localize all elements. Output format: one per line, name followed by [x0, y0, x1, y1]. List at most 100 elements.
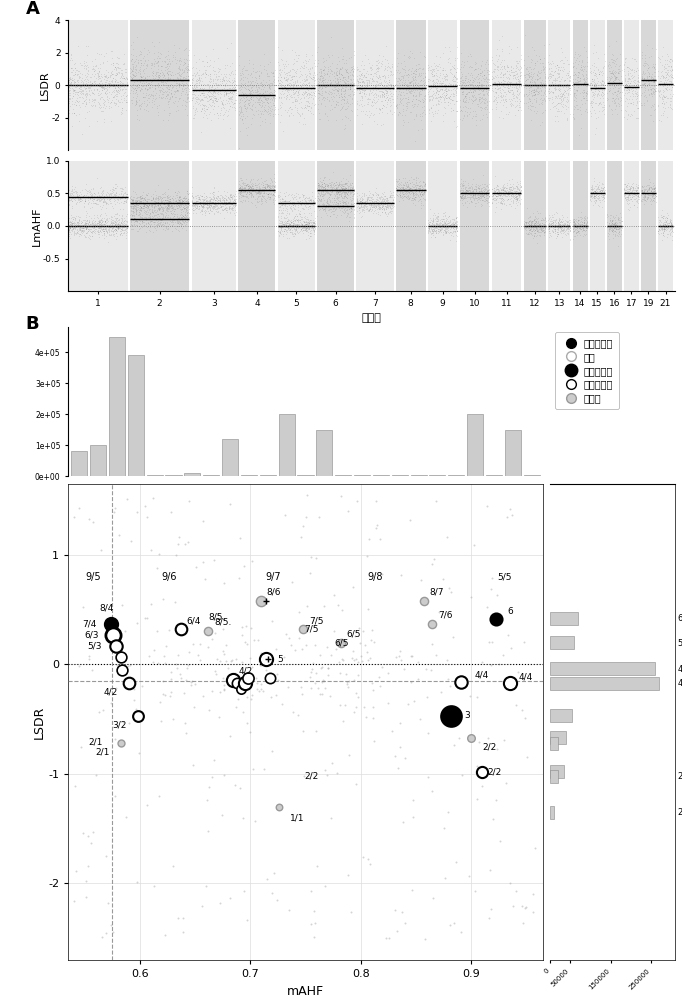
Point: [364, 192, 375, 208]
Point: [140, 210, 151, 226]
Point: [368, 205, 379, 221]
Point: [515, 70, 526, 86]
Point: [65, 187, 76, 203]
Point: [338, 180, 349, 196]
Point: [391, 173, 402, 189]
Point: [640, 189, 651, 205]
Point: [323, 112, 333, 128]
Point: [147, 190, 158, 206]
Point: [70, 66, 80, 82]
Point: [658, 217, 669, 233]
Point: [370, 79, 381, 95]
Point: [625, 62, 636, 78]
Point: [535, 218, 546, 234]
Point: [552, 95, 563, 111]
Point: [197, 199, 208, 215]
Point: [316, 660, 327, 676]
Point: [657, 227, 668, 243]
Point: [473, 98, 484, 114]
Point: [339, 184, 350, 200]
Point: [342, 185, 353, 201]
Point: [326, 183, 337, 199]
Point: [117, 188, 128, 204]
Point: [100, 213, 110, 229]
Point: [127, 80, 138, 96]
Point: [596, 183, 607, 199]
Point: [507, 184, 518, 200]
Point: [561, 79, 572, 95]
Point: [70, 62, 81, 78]
Point: [127, 192, 138, 208]
Point: [153, 202, 164, 218]
Point: [619, 180, 629, 196]
Point: [157, 81, 168, 97]
Point: [207, 88, 218, 104]
Point: [462, 80, 473, 96]
Point: [506, 179, 517, 195]
Point: [73, 84, 84, 100]
Point: [119, 84, 130, 100]
Point: [653, 223, 664, 239]
Point: [81, 185, 92, 201]
Point: [508, 183, 519, 199]
Point: [345, 201, 356, 217]
Point: [590, 83, 601, 99]
Point: [431, 220, 442, 236]
Point: [599, 190, 610, 206]
Point: [480, 70, 491, 86]
Point: [575, 92, 586, 108]
Point: [516, 182, 527, 198]
Point: [363, 601, 374, 617]
Point: [96, 929, 107, 945]
Point: [149, 67, 160, 83]
Point: [665, 58, 676, 74]
Point: [104, 182, 115, 198]
Point: [278, 80, 288, 96]
Point: [428, 68, 439, 84]
Point: [286, 186, 297, 202]
Point: [546, 66, 557, 82]
Point: [334, 178, 345, 194]
Point: [226, 189, 237, 205]
Point: [577, 66, 588, 82]
Point: [243, 52, 254, 68]
Point: [226, 91, 237, 107]
Point: [667, 61, 678, 77]
Point: [167, 206, 178, 222]
Point: [269, 187, 280, 203]
Point: [408, 185, 419, 201]
Point: [415, 711, 426, 727]
Point: [273, 218, 284, 234]
Point: [372, 60, 383, 76]
Point: [294, 95, 305, 111]
Point: [667, 217, 678, 233]
Point: [524, 213, 535, 229]
Point: [255, 74, 266, 90]
Point: [662, 79, 672, 95]
Point: [134, 202, 145, 218]
Point: [608, 80, 619, 96]
Point: [625, 184, 636, 200]
Point: [305, 86, 316, 102]
Point: [603, 81, 614, 97]
Point: [451, 74, 462, 90]
Point: [484, 182, 494, 198]
Point: [339, 188, 350, 204]
Point: [245, 185, 256, 201]
Point: [512, 191, 522, 207]
Point: [522, 226, 533, 242]
Point: [254, 183, 265, 199]
Point: [436, 222, 447, 238]
Point: [362, 644, 373, 660]
Point: [190, 89, 201, 105]
Point: [134, 72, 145, 88]
Point: [574, 70, 585, 86]
Point: [162, 81, 173, 97]
Point: [408, 182, 419, 198]
Point: [158, 196, 169, 212]
Point: [406, 648, 417, 664]
Point: [163, 194, 174, 210]
Point: [157, 201, 168, 217]
Point: [505, 96, 516, 112]
Point: [340, 175, 351, 191]
